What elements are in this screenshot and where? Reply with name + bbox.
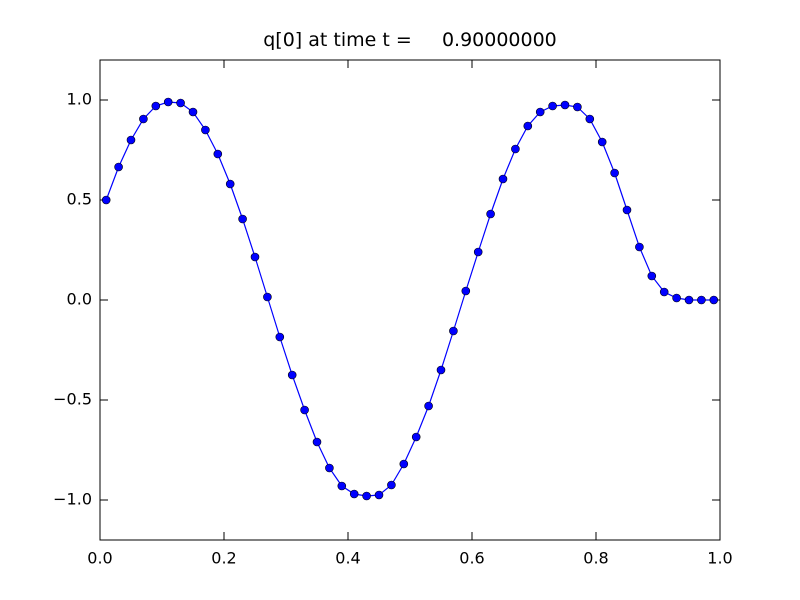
data-point <box>387 480 396 490</box>
data-point <box>573 102 582 112</box>
x-tick-label: 0.2 <box>211 549 236 568</box>
data-point <box>213 149 223 159</box>
data-point <box>436 365 446 375</box>
x-tick-label: 0.0 <box>87 549 112 568</box>
data-point <box>697 295 706 305</box>
data-point <box>449 326 458 336</box>
data-point <box>399 459 409 469</box>
data-point <box>201 125 210 135</box>
data-point <box>101 195 111 205</box>
data-point <box>312 437 322 447</box>
data-line <box>105 101 714 497</box>
data-point <box>424 401 433 411</box>
data-point <box>275 332 285 342</box>
y-tick-label: −0.5 <box>53 390 92 409</box>
data-point <box>225 179 235 189</box>
data-point <box>188 107 198 117</box>
chart-title: q[0] at time t = 0.90000000 <box>263 29 557 51</box>
data-point <box>622 205 632 215</box>
data-point <box>126 135 136 145</box>
x-tick-label: 0.4 <box>335 549 360 568</box>
data-point <box>486 209 495 219</box>
y-tick-label: 0.5 <box>67 190 92 209</box>
data-point <box>548 101 557 111</box>
data-point <box>176 98 185 108</box>
x-tick-label: 1.0 <box>707 549 732 568</box>
data-point <box>511 144 520 154</box>
data-point <box>473 247 483 257</box>
data-point <box>672 293 681 303</box>
data-point <box>163 97 173 107</box>
y-tick-label: 0.0 <box>67 290 92 309</box>
data-point <box>263 292 272 302</box>
plot-frame <box>99 59 721 541</box>
data-point <box>585 114 595 124</box>
data-point <box>114 162 123 172</box>
data-point <box>325 463 334 473</box>
data-point <box>461 286 471 296</box>
data-point <box>635 242 644 252</box>
data-point <box>362 491 371 501</box>
data-point <box>374 490 384 500</box>
x-tick-label: 0.8 <box>583 549 608 568</box>
data-point <box>709 295 719 305</box>
data-point <box>238 214 247 224</box>
data-point <box>659 287 669 297</box>
data-point <box>610 168 619 178</box>
data-point <box>250 252 260 262</box>
x-tick-label: 0.6 <box>459 549 484 568</box>
data-point <box>597 137 607 147</box>
data-point <box>151 101 161 111</box>
data-point <box>523 121 533 131</box>
data-point <box>300 405 309 415</box>
data-point <box>647 271 657 281</box>
data-point <box>287 370 297 380</box>
y-tick-label: 1.0 <box>67 90 92 109</box>
data-point <box>498 174 508 184</box>
data-point <box>411 432 421 442</box>
data-point <box>535 107 545 117</box>
data-point <box>349 489 359 499</box>
data-point <box>337 481 347 491</box>
data-point <box>684 295 694 305</box>
data-point <box>560 100 570 110</box>
y-tick-label: −1.0 <box>53 490 92 509</box>
data-point <box>139 114 148 124</box>
